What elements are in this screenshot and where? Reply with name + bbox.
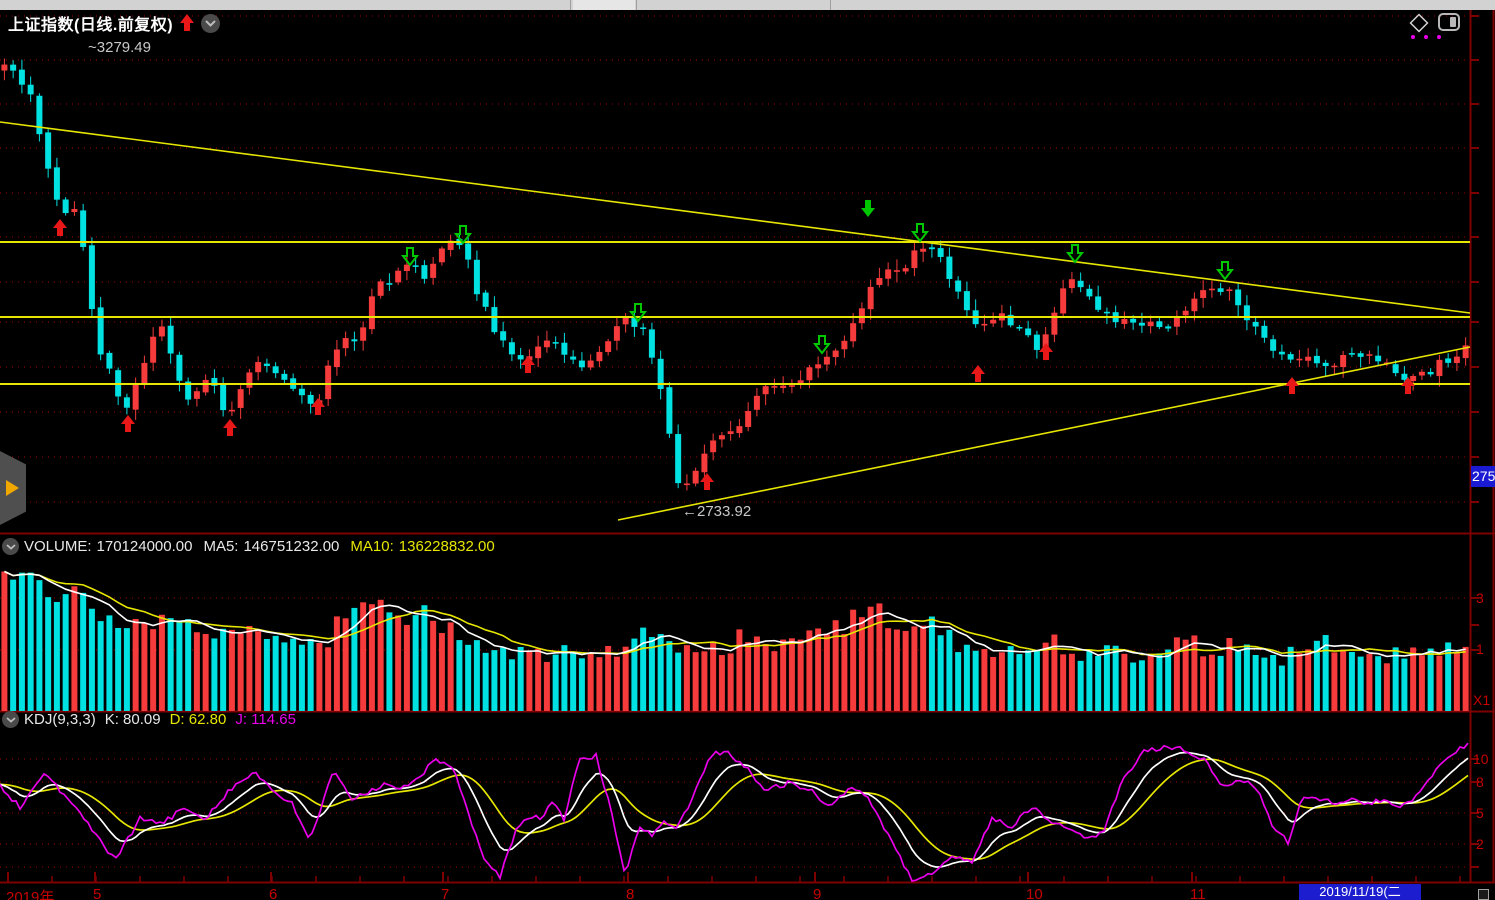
magenta-dots-indicator: [1411, 35, 1441, 39]
volume-panel-header: VOLUME: 170124000.00 MA5: 146751232.00 M…: [2, 538, 495, 555]
volume-axis-label-3: 3: [1476, 590, 1484, 606]
sidebar-drawer-handle[interactable]: [0, 451, 26, 525]
kdj-axis-label-20: 2: [1476, 836, 1484, 852]
strip-seam: [636, 0, 637, 10]
low-annotation-prefix: ←: [682, 503, 697, 520]
kdj-d-value: D: 62.80: [169, 711, 227, 728]
kdj-k-value: K: 80.09: [104, 711, 161, 728]
collapse-chevron-icon[interactable]: [201, 13, 221, 33]
volume-ma10-label: MA10:: [350, 538, 394, 555]
low-annotation: ←2733.92: [682, 503, 751, 520]
month-label: 8: [626, 886, 635, 900]
low-annotation-value: 2733.92: [697, 503, 752, 520]
strip-segment: [573, 0, 635, 10]
high-annotation: ~3279.49: [88, 39, 151, 56]
month-label: 6: [269, 886, 278, 900]
month-label: 7: [441, 886, 450, 900]
current-date-badge: 2019/11/19(二: [1299, 884, 1421, 900]
volume-ma5-label: MA5:: [203, 538, 239, 555]
month-label: 9: [813, 886, 822, 900]
kdj-collapse-icon[interactable]: [2, 711, 19, 728]
high-annotation-prefix: ~: [88, 39, 97, 56]
page-title: 上证指数(日线.前复权): [8, 17, 174, 34]
trend-up-icon: [180, 14, 195, 31]
volume-collapse-icon[interactable]: [2, 538, 19, 555]
volume-axis-unit: X1: [1473, 692, 1491, 708]
panel-layout-icon[interactable]: [1438, 12, 1460, 32]
last-price-badge: 2759: [1471, 466, 1495, 487]
chart-title-row: 上证指数(日线.前复权): [8, 11, 221, 35]
browser-edge-strip: [0, 0, 1495, 10]
top-right-toolbar: [1408, 12, 1460, 34]
kdj-panel-header: KDJ(9,3,3) K: 80.09 D: 62.80 J: 114.65: [2, 711, 296, 728]
strip-seam: [570, 0, 571, 10]
month-label: 11: [1190, 886, 1206, 900]
volume-ma10-value: 136228832.00: [398, 538, 495, 555]
high-annotation-value: 3279.49: [96, 39, 151, 56]
strip-seam: [830, 0, 831, 10]
kdj-j-value: J: 114.65: [235, 711, 296, 728]
month-label: 5: [93, 886, 102, 900]
diamond-icon[interactable]: [1408, 12, 1430, 34]
volume-ma5-value: 146751232.00: [243, 538, 340, 555]
month-label: 10: [1026, 886, 1043, 900]
month-label: 2019年: [6, 889, 55, 900]
volume-axis-label-1: 1: [1476, 641, 1484, 657]
kdj-axis-label-100: 10: [1473, 751, 1489, 767]
kdj-label: KDJ(9,3,3): [24, 711, 96, 728]
drawer-arrow-icon: [6, 480, 19, 496]
volume-label: VOLUME:: [24, 538, 92, 555]
kdj-axis-label-80: 8: [1476, 774, 1484, 790]
kdj-axis-label-50: 5: [1476, 805, 1484, 821]
corner-partial-box: [1478, 889, 1489, 900]
volume-value: 170124000.00: [96, 538, 193, 555]
